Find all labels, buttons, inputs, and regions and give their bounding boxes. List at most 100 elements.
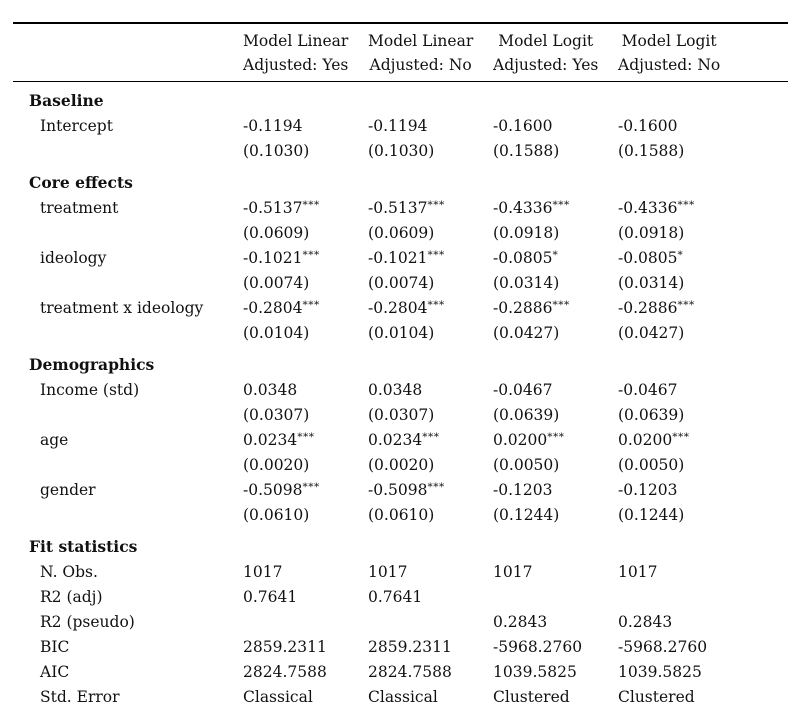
- fit-statistic-value-cell: 0.2843: [493, 613, 548, 631]
- significance-stars: ***: [677, 199, 695, 211]
- estimate-cell: -0.1600: [618, 114, 788, 139]
- coefficient-label: ideology: [40, 249, 107, 267]
- estimate-cell: -0.1203: [493, 478, 618, 503]
- significance-stars: ***: [427, 299, 445, 311]
- fit-statistic-value-cell: Clustered: [618, 688, 695, 706]
- significance-stars: ***: [302, 299, 320, 311]
- estimate-cell: 0.0348: [243, 378, 368, 403]
- section-row: Baseline: [13, 82, 788, 115]
- section-spacer-cell: [368, 82, 493, 115]
- standard-error-cell: (0.0314): [493, 274, 560, 292]
- coefficient-label: gender: [40, 481, 96, 499]
- estimate-value: -0.1194: [243, 117, 303, 135]
- standard-error-cell: (0.0104): [368, 324, 435, 342]
- fit-statistic-row: R2 (adj) 0.7641 0.7641: [13, 585, 788, 610]
- standard-error-cell: (0.0427): [493, 324, 560, 342]
- coefficient-label: Intercept: [40, 117, 113, 135]
- adjusted-label: Adjusted: No: [618, 56, 721, 74]
- estimate-cell: -0.1203: [618, 478, 788, 503]
- estimate-cell: -0.1021***: [243, 246, 368, 271]
- standard-error-cell: (0.0609): [368, 224, 435, 242]
- significance-stars: ***: [672, 431, 690, 443]
- section-title: Baseline: [29, 90, 104, 110]
- estimate-value: -0.1203: [618, 481, 678, 499]
- significance-stars: ***: [552, 199, 570, 211]
- fit-statistic-value-cell: 1017: [243, 563, 283, 581]
- section-row: Demographics: [13, 346, 788, 378]
- standard-error-cell: (0.1588): [618, 142, 685, 160]
- model-column-header-block: Model Logit Adjusted: Yes: [493, 29, 598, 77]
- coefficient-row: Income (std) 0.0348 0.0348 -0.0467 -0.0467: [13, 378, 788, 403]
- standard-error-cell: (0.0074): [368, 274, 435, 292]
- section-spacer-cell: [368, 528, 493, 560]
- estimate-value: -0.0467: [493, 381, 553, 399]
- standard-error-cell: (0.1030): [243, 142, 310, 160]
- standard-error-cell: (0.0050): [618, 456, 685, 474]
- significance-stars: *: [677, 249, 684, 261]
- estimate-cell: -0.0805*: [618, 246, 788, 271]
- fit-statistic-value-cell: Classical: [368, 688, 438, 706]
- fit-statistic-value-cell: 2824.7588: [243, 663, 327, 681]
- significance-stars: ***: [547, 431, 565, 443]
- significance-stars: ***: [427, 199, 445, 211]
- coefficient-label: treatment x ideology: [40, 299, 204, 317]
- standard-error-cell: (0.0609): [243, 224, 310, 242]
- fit-statistic-value-cell: -5968.2760: [618, 638, 708, 656]
- se-label-spacer: [13, 321, 243, 346]
- fit-statistic-label: BIC: [40, 638, 70, 656]
- standard-error-cell: (0.0639): [618, 406, 685, 424]
- significance-stars: ***: [302, 481, 320, 493]
- fit-statistic-value-cell: [368, 610, 493, 635]
- standard-error-cell: (0.0314): [618, 274, 685, 292]
- estimate-value: -0.5137: [368, 199, 428, 217]
- coefficient-label: age: [40, 431, 69, 449]
- section-spacer-cell: [368, 164, 493, 196]
- fit-statistic-value-cell: Classical: [243, 688, 313, 706]
- fit-statistic-label: N. Obs.: [40, 563, 98, 581]
- estimate-value: 0.0348: [368, 381, 423, 399]
- section-spacer-cell: [243, 528, 368, 560]
- estimate-cell: -0.1021***: [368, 246, 493, 271]
- adjusted-label: Adjusted: Yes: [493, 56, 599, 74]
- standard-error-cell: (0.0074): [243, 274, 310, 292]
- standard-error-cell: (0.1588): [493, 142, 560, 160]
- coefficient-label: Income (std): [40, 381, 140, 399]
- standard-error-cell: (0.0050): [493, 456, 560, 474]
- section-spacer-cell: [368, 346, 493, 378]
- fit-statistic-value-cell: 1039.5825: [618, 663, 702, 681]
- section-row: Core effects: [13, 164, 788, 196]
- section-spacer-cell: [618, 346, 788, 378]
- estimate-value: 0.0200: [493, 431, 548, 449]
- estimate-value: -0.5098: [243, 481, 303, 499]
- estimate-value: 0.0234: [243, 431, 298, 449]
- standard-error-cell: (0.0639): [493, 406, 560, 424]
- model-column-header: Model Logit Adjusted: Yes: [493, 23, 618, 82]
- standard-error-row: (0.0020) (0.0020) (0.0050) (0.0050): [13, 453, 788, 478]
- standard-error-row: (0.0104) (0.0104) (0.0427) (0.0427): [13, 321, 788, 346]
- fit-statistic-row: N. Obs. 1017 1017 1017 1017: [13, 560, 788, 585]
- regression-table: Model Linear Adjusted: Yes Model Linear Adj…: [13, 22, 788, 713]
- section-title: Fit statistics: [29, 536, 138, 556]
- model-column-header: Model Linear Adjusted: Yes: [243, 23, 368, 82]
- standard-error-cell: (0.1030): [368, 142, 435, 160]
- coefficient-row: gender -0.5098*** -0.5098*** -0.1203 -0.1203: [13, 478, 788, 503]
- estimate-cell: -0.1600: [493, 114, 618, 139]
- estimate-cell: -0.4336***: [493, 196, 618, 221]
- model-name: Model Logit: [621, 32, 717, 50]
- fit-statistic-value-cell: [243, 610, 368, 635]
- estimate-cell: -0.2886***: [618, 296, 788, 321]
- estimate-cell: -0.0805*: [493, 246, 618, 271]
- estimate-cell: -0.2804***: [368, 296, 493, 321]
- standard-error-cell: (0.0104): [243, 324, 310, 342]
- estimate-value: -0.0805: [493, 249, 553, 267]
- model-name: Model Linear: [368, 32, 474, 50]
- coefficient-row: age 0.0234*** 0.0234*** 0.0200*** 0.0200***: [13, 428, 788, 453]
- model-name: Model Logit: [498, 32, 594, 50]
- estimate-cell: -0.5098***: [368, 478, 493, 503]
- significance-stars: ***: [302, 199, 320, 211]
- fit-statistic-value-cell: Clustered: [493, 688, 570, 706]
- se-label-spacer: [13, 271, 243, 296]
- fit-statistic-value-cell: 0.7641: [243, 588, 298, 606]
- significance-stars: ***: [552, 299, 570, 311]
